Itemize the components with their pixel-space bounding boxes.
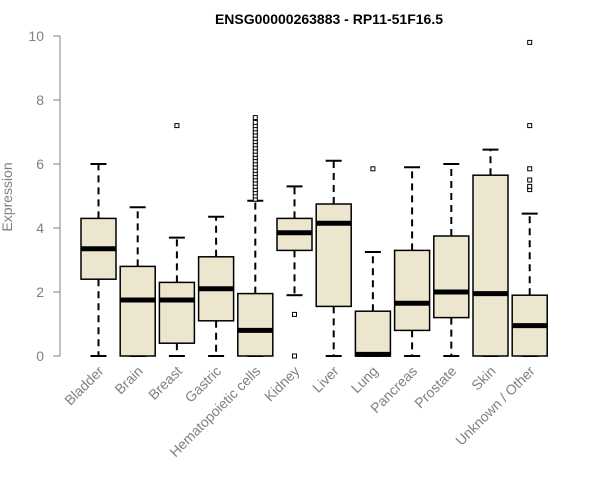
- x-tick-label: Skin: [468, 363, 499, 394]
- box-iqr: [472, 174, 509, 357]
- box-series: [80, 39, 548, 359]
- x-tick-label: Breast: [145, 363, 185, 403]
- y-axis-label: Expression: [0, 162, 15, 231]
- box-iqr: [158, 281, 196, 344]
- x-tick-label: Kidney: [261, 363, 303, 405]
- box-group: [158, 123, 196, 357]
- chart-title: ENSG00000263883 - RP11-51F16.5: [215, 11, 443, 27]
- y-tick-label: 10: [28, 28, 44, 44]
- box-group: [276, 185, 313, 359]
- box-group: [511, 39, 548, 357]
- box-group: [119, 206, 156, 357]
- box-iqr: [119, 265, 156, 357]
- box-group: [80, 163, 117, 357]
- box-group: [472, 148, 509, 357]
- box-group: [393, 166, 431, 357]
- x-tick-label: Bladder: [61, 363, 107, 409]
- box-iqr: [315, 203, 352, 308]
- x-tick-label: Liver: [309, 363, 342, 396]
- outlier-point: [292, 311, 297, 317]
- outlier-point: [527, 166, 533, 172]
- outlier-point: [252, 115, 258, 121]
- box-iqr: [393, 249, 431, 332]
- outlier-point: [370, 166, 376, 172]
- y-axis: 0 2 4 6 8 10: [28, 28, 61, 364]
- box-group: [237, 115, 274, 357]
- y-tick-label: 8: [36, 92, 44, 108]
- box-iqr: [237, 292, 274, 357]
- outlier-point: [527, 123, 533, 129]
- box-iqr: [433, 235, 470, 319]
- y-tick-label: 4: [36, 220, 44, 236]
- x-tick-label: Brain: [111, 363, 145, 397]
- outlier-point: [292, 353, 297, 359]
- outlier-point: [527, 39, 533, 45]
- outlier-point: [527, 177, 533, 183]
- outlier-point: [174, 123, 180, 129]
- box-group: [354, 166, 392, 357]
- y-tick-label: 2: [36, 284, 44, 300]
- box-group: [315, 159, 352, 357]
- y-tick-label: 6: [36, 156, 44, 172]
- x-tick-label: Lung: [348, 363, 381, 396]
- box-iqr: [354, 310, 392, 357]
- box-group: [433, 163, 470, 357]
- outlier-point: [252, 119, 258, 125]
- box-group: [197, 215, 235, 357]
- outlier-point: [527, 183, 533, 189]
- x-tick-label: Prostate: [411, 363, 459, 411]
- y-tick-label: 0: [36, 348, 44, 364]
